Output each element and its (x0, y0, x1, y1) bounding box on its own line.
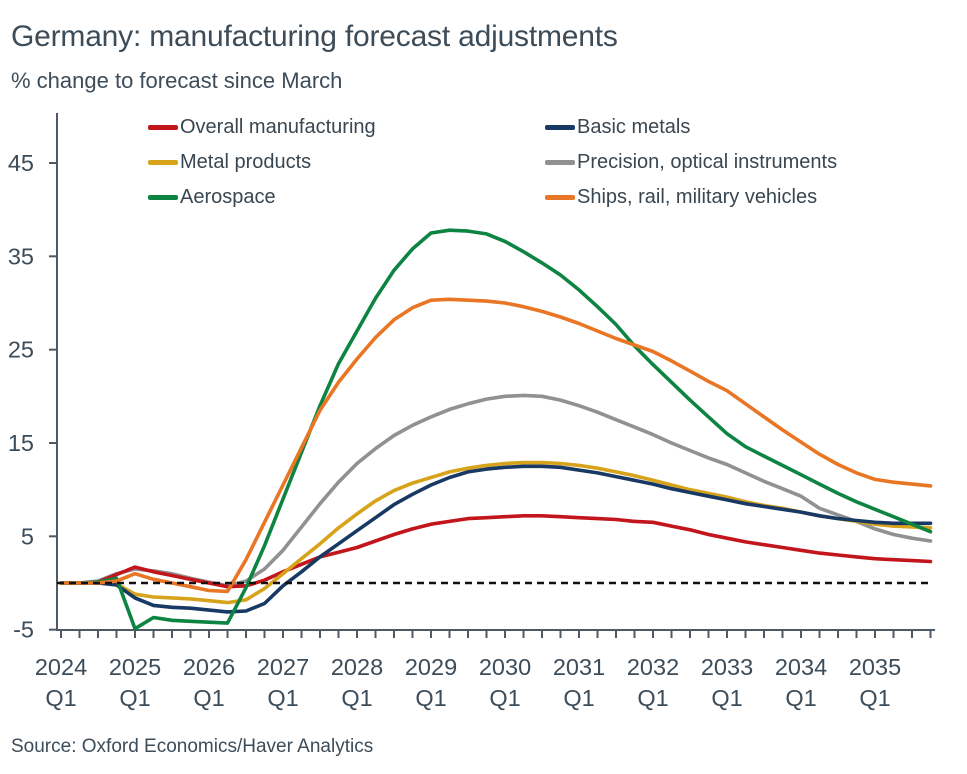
x-quarter-label: Q1 (489, 685, 520, 711)
legend-swatch-ships-rail-military-vehicles (545, 195, 575, 200)
x-year-label: 2024 (35, 654, 87, 680)
series-line-basic-metals (59, 464, 933, 614)
x-quarter-label: Q1 (119, 685, 150, 711)
x-quarter-label: Q1 (45, 685, 76, 711)
x-quarter-label: Q1 (785, 685, 816, 711)
source-note: Source: Oxford Economics/Haver Analytics (11, 736, 374, 757)
x-year-label: 2033 (701, 654, 753, 680)
x-quarter-label: Q1 (415, 685, 446, 711)
series-line-overall-manufacturing (59, 513, 933, 589)
y-tick-label: 15 (8, 430, 34, 456)
x-year-label: 2030 (479, 654, 531, 680)
legend: Overall manufacturing Basic metals Metal… (148, 110, 837, 215)
x-year-label: 2031 (553, 654, 605, 680)
chart-subtitle: % change to forecast since March (11, 68, 343, 93)
y-tick-label: 25 (8, 337, 34, 363)
legend-item-precision-optical-instruments: Precision, optical instruments (545, 145, 837, 180)
legend-label: Metal products (180, 151, 312, 173)
legend-swatch-precision-optical-instruments (545, 160, 575, 165)
legend-label: Ships, rail, military vehicles (577, 186, 818, 208)
x-quarter-label: Q1 (563, 685, 594, 711)
series-line-ships-rail-military-vehicles (59, 297, 933, 594)
legend-swatch-basic-metals (545, 125, 575, 130)
series-line-metal-products (59, 460, 933, 605)
legend-label: Basic metals (577, 116, 691, 138)
x-year-label: 2026 (183, 654, 235, 680)
legend-swatch-aerospace (148, 195, 178, 200)
x-year-label: 2027 (257, 654, 309, 680)
legend-label: Aerospace (180, 186, 276, 208)
legend-swatch-overall-manufacturing (148, 125, 178, 130)
x-quarter-label: Q1 (637, 685, 668, 711)
x-quarter-label: Q1 (859, 685, 890, 711)
legend-swatch-metal-products (148, 160, 178, 165)
legend-item-overall-manufacturing: Overall manufacturing (148, 110, 545, 145)
y-tick-label: 5 (21, 523, 34, 549)
legend-label: Overall manufacturing (180, 116, 376, 138)
x-year-label: 2032 (627, 654, 679, 680)
legend-item-metal-products: Metal products (148, 145, 545, 180)
x-quarter-label: Q1 (341, 685, 372, 711)
x-quarter-label: Q1 (267, 685, 298, 711)
y-tick-label: 45 (8, 150, 34, 176)
series-line-aerospace (59, 228, 933, 631)
x-year-label: 2035 (849, 654, 901, 680)
x-year-label: 2029 (405, 654, 457, 680)
legend-item-aerospace: Aerospace (148, 180, 545, 215)
y-tick-label: 35 (8, 243, 34, 269)
y-tick-label: -5 (13, 617, 34, 643)
legend-label: Precision, optical instruments (577, 151, 838, 173)
x-year-label: 2034 (775, 654, 827, 680)
series-line-precision-optical-instruments (59, 393, 933, 588)
legend-item-ships-rail-military-vehicles: Ships, rail, military vehicles (545, 180, 837, 215)
x-quarter-label: Q1 (193, 685, 224, 711)
chart-title: Germany: manufacturing forecast adjustme… (11, 20, 618, 53)
x-year-label: 2025 (109, 654, 161, 680)
x-quarter-label: Q1 (711, 685, 742, 711)
legend-item-basic-metals: Basic metals (545, 110, 837, 145)
x-year-label: 2028 (331, 654, 383, 680)
